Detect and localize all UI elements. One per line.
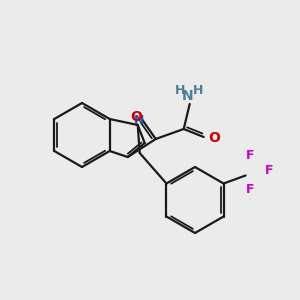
Text: F: F [246, 183, 255, 196]
Text: H: H [175, 83, 185, 97]
Text: N: N [134, 113, 144, 127]
Text: H: H [193, 83, 203, 97]
Text: F: F [265, 164, 274, 177]
Text: O: O [130, 110, 142, 124]
Text: O: O [208, 131, 220, 145]
Text: F: F [246, 149, 255, 162]
Text: N: N [182, 89, 194, 103]
